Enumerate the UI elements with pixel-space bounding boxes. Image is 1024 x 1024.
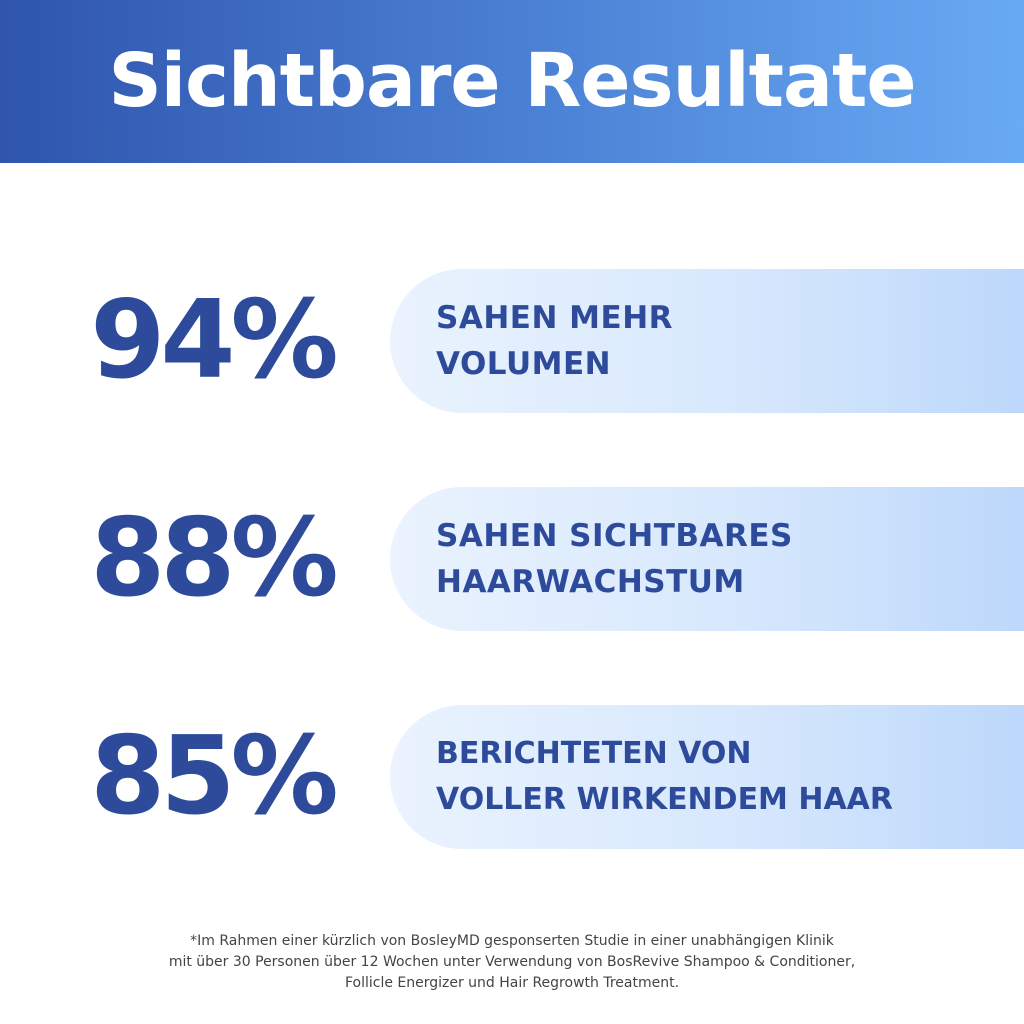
stat-label-pill [390,487,1024,631]
stat-percent: 88% [90,496,339,621]
footnote-line: Follicle Energizer und Hair Regrowth Tre… [344,975,680,991]
stat-label-line: SAHEN SICHTBARES [436,518,793,554]
stat-label: SAHEN MEHR VOLUMEN [436,291,1016,391]
stat-percent: 85% [90,714,339,839]
study-footnote: *Im Rahmen einer kürzlich von BosleyMD g… [60,931,964,994]
stat-row-hair-growth: 88% SAHEN SICHTBARES HAARWACHSTUM [0,487,1024,631]
stat-label-line: VOLLER WIRKENDEM HAAR [436,782,894,817]
stat-row-fuller-hair: 85% BERICHTETEN VON VOLLER WIRKENDEM HAA… [0,705,1024,849]
footnote-line: mit über 30 Personen über 12 Wochen unte… [168,954,856,970]
header-banner: Sichtbare Resultate [0,0,1024,163]
stat-label: SAHEN SICHTBARES HAARWACHSTUM [436,509,1016,609]
stat-label: BERICHTETEN VON VOLLER WIRKENDEM HAAR [436,727,1016,827]
stat-label-pill [390,269,1024,413]
stat-label-pill [390,705,1024,849]
stat-label-line: SAHEN MEHR [436,300,674,336]
page-title: Sichtbare Resultate [108,38,916,124]
stat-label-line: VOLUMEN [436,346,612,382]
stat-label-line: HAARWACHSTUM [436,564,745,600]
stat-percent: 94% [90,278,339,403]
footnote-line: *Im Rahmen einer kürzlich von BosleyMD g… [190,933,834,949]
stat-label-line: BERICHTETEN VON [436,736,752,771]
stat-row-volume: 94% SAHEN MEHR VOLUMEN [0,269,1024,413]
